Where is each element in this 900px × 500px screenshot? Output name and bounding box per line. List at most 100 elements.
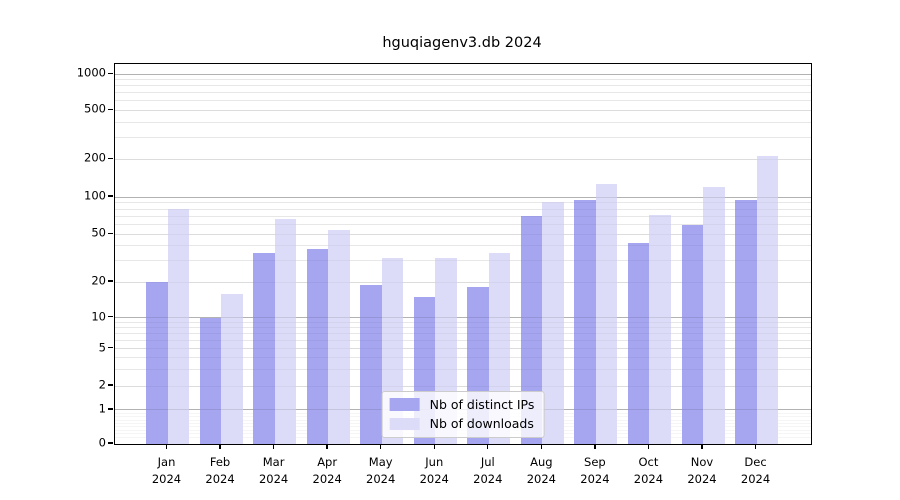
x-tick-mark-sep [594,444,596,449]
gridline-90 [115,202,811,204]
y-tick-mark-50 [108,232,113,234]
y-tick-mark-100 [108,195,113,197]
x-tick-mark-jul [487,444,489,449]
y-tick-label-100: 100 [84,188,106,203]
x-tick-label-dec: Dec 2024 [740,455,771,486]
gridline-800 [115,85,811,87]
gridline-300 [115,137,811,139]
gridline-700 [115,92,811,94]
x-tick-mark-mar [272,444,275,449]
x-tick-mark-nov [701,444,703,449]
y-tick-mark-2 [108,384,113,386]
y-tick-label-1: 1 [98,401,106,416]
gridline-300 [115,137,811,139]
chart-title: hguqiagenv3.db 2024 [382,35,542,51]
legend: Nb of distinct IPs Nb of downloads [381,390,545,438]
gridline-8 [115,327,811,329]
gridline-1000 [115,73,811,75]
bar-downloads-mar [274,219,297,444]
x-tick-label-jan: Jan 2024 [151,455,182,486]
x-tick-mark-oct [647,444,650,449]
x-tick-label-sep: Sep 2024 [580,455,610,486]
x-tick-label-apr: Apr 2024 [312,455,342,486]
y-tick-label-500: 500 [84,101,106,116]
x-tick-mark-dec [754,444,757,449]
gridline-50 [115,233,811,235]
legend-label-distinct-ips: Nb of distinct IPs [429,396,535,412]
y-tick-label-200: 200 [84,150,106,165]
bar-ips-dec [735,200,757,444]
gridline-60 [115,224,811,225]
gridline-500 [115,109,811,111]
gridline-500 [115,109,811,111]
gridline-20 [115,281,811,283]
x-tick-label-mar: Mar 2024 [258,455,289,486]
bar-ips-feb [199,317,222,444]
gridline-70 [115,215,811,217]
bar-ips-sep [574,199,596,444]
gridline-900 [115,79,811,81]
bar-ips-aug [520,216,543,444]
bar-ips-apr [306,248,329,444]
gridline-50 [115,233,811,235]
x-tick-label-jul: Jul 2024 [473,455,503,486]
y-tick-mark-0 [108,442,113,444]
x-tick-label-nov: Nov 2024 [687,455,717,486]
x-tick-label-feb: Feb 2024 [205,455,235,486]
gridline-100 [115,196,811,198]
bar-ips-may [360,284,382,444]
y-tick-label-0: 0 [98,435,106,450]
bar-downloads-feb [221,293,243,444]
x-tick-mark-jan [165,444,168,449]
gridline-80 [115,208,811,210]
x-tick-label-aug: Aug 2024 [526,455,556,486]
legend-swatch-downloads [389,417,420,431]
legend-item-distinct-ips: Nb of distinct IPs [389,396,535,413]
y-tick-label-10: 10 [91,308,106,323]
gridline-80 [115,208,811,210]
gridline-7 [115,333,811,335]
legend-item-downloads: Nb of downloads [389,415,535,432]
gridline-5 [115,348,811,350]
x-tick-mark-may [380,444,382,449]
y-tick-mark-5 [108,346,113,349]
gridline-100 [115,196,811,198]
gridline-1000 [115,73,811,75]
x-tick-mark-aug [540,444,543,449]
gridline-800 [115,85,811,87]
bar-downloads-nov [703,187,725,444]
gridline-10 [115,317,811,319]
plot-area: Nb of distinct IPs Nb of downloads [114,63,812,445]
y-tick-mark-500 [108,108,113,110]
gridlines-overlay-layer [115,64,811,444]
gridline-9 [115,321,811,323]
gridline-4 [115,357,811,359]
gridline-2 [115,385,811,387]
bar-ips-nov [681,225,703,444]
gridline-600 [115,100,811,102]
gridline-3 [115,368,811,370]
y-tick-mark-200 [108,157,113,159]
gridline-30 [115,260,811,262]
gridline-4 [115,357,811,359]
gridline-70 [115,215,811,217]
bar-downloads-oct [649,215,671,444]
legend-label-downloads: Nb of downloads [429,415,534,431]
gridline-700 [115,92,811,94]
gridline-40 [115,245,811,247]
x-tick-mark-feb [219,444,221,449]
x-tick-label-may: May 2024 [366,455,396,486]
gridline-900 [115,79,811,81]
gridline-6 [115,340,811,342]
gridline-200 [115,158,811,160]
gridline-400 [115,121,811,123]
y-tick-label-1000: 1000 [76,65,106,80]
y-tick-mark-1000 [108,72,113,74]
gridline-5 [115,348,811,350]
bar-ips-jan [146,282,168,444]
bar-downloads-dec [756,155,779,444]
y-tick-label-5: 5 [98,339,106,354]
gridline-3 [115,368,811,370]
bar-ips-oct [627,243,650,444]
x-tick-label-jun: Jun 2024 [419,455,449,486]
